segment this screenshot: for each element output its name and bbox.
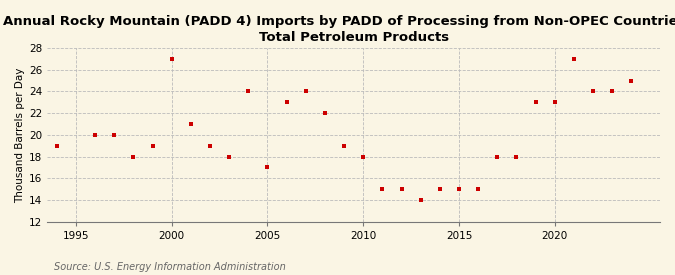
Point: [319, 111, 330, 115]
Point: [243, 89, 254, 94]
Point: [396, 187, 407, 191]
Point: [435, 187, 446, 191]
Point: [607, 89, 618, 94]
Point: [224, 154, 235, 159]
Point: [109, 133, 119, 137]
Point: [587, 89, 598, 94]
Text: Source: U.S. Energy Information Administration: Source: U.S. Energy Information Administ…: [54, 262, 286, 272]
Title: Annual Rocky Mountain (PADD 4) Imports by PADD of Processing from Non-OPEC Count: Annual Rocky Mountain (PADD 4) Imports b…: [3, 15, 675, 44]
Point: [472, 187, 483, 191]
Point: [262, 165, 273, 170]
Point: [90, 133, 101, 137]
Point: [568, 57, 579, 61]
Point: [415, 198, 426, 202]
Point: [51, 144, 62, 148]
Point: [186, 122, 196, 126]
Point: [377, 187, 387, 191]
Point: [358, 154, 369, 159]
Point: [205, 144, 215, 148]
Y-axis label: Thousand Barrels per Day: Thousand Barrels per Day: [15, 67, 25, 202]
Point: [549, 100, 560, 104]
Point: [492, 154, 503, 159]
Point: [454, 187, 464, 191]
Point: [511, 154, 522, 159]
Point: [166, 57, 177, 61]
Point: [300, 89, 311, 94]
Point: [626, 78, 637, 83]
Point: [281, 100, 292, 104]
Point: [530, 100, 541, 104]
Point: [339, 144, 350, 148]
Point: [147, 144, 158, 148]
Point: [128, 154, 139, 159]
